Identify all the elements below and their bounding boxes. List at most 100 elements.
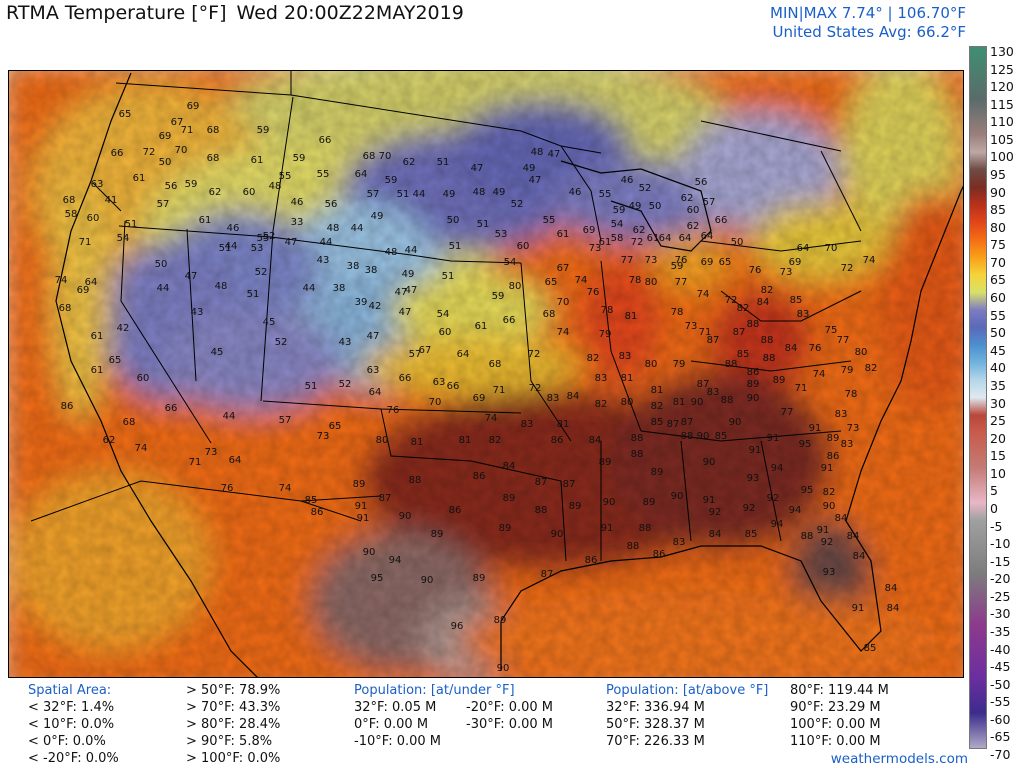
temperature-label: 44 (223, 411, 236, 422)
temperature-label: 68 (543, 309, 556, 320)
temperature-label: 72 (528, 349, 541, 360)
temperature-label: 92 (743, 503, 756, 514)
pop-under-a-1: 0°F: 0.00 M (354, 717, 429, 732)
colorbar-label: -10 (990, 536, 1011, 552)
colorbar-label: -55 (990, 694, 1011, 710)
credit-link[interactable]: weathermodels.com (830, 751, 968, 767)
temperature-label: 85 (864, 643, 877, 654)
temperature-label: 61 (91, 331, 104, 342)
temperature-label: 64 (797, 243, 810, 254)
temperature-label: 68 (63, 195, 76, 206)
colorbar-label: 95 (990, 167, 1006, 183)
temperature-label: 47 (285, 237, 298, 248)
temperature-label: 47 (185, 271, 198, 282)
temperature-label: 88 (409, 475, 422, 486)
temperature-label: 53 (495, 229, 508, 240)
temperature-label: 78 (601, 305, 614, 316)
temperature-label: 69 (473, 393, 486, 404)
temperature-label: 81 (411, 437, 424, 448)
temperature-label: 44 (157, 283, 170, 294)
temperature-label: 91 (601, 523, 614, 534)
colorbar-label: -60 (990, 711, 1011, 727)
colorbar-label: 70 (990, 254, 1006, 270)
temperature-label: 91 (809, 423, 822, 434)
temperature-label: 85 (651, 417, 664, 428)
temperature-label: 41 (105, 195, 118, 206)
temperature-label: 64 (369, 387, 382, 398)
temperature-label: 87 (707, 335, 720, 346)
temperature-label: 61 (599, 237, 612, 248)
temperature-label: 56 (325, 199, 338, 210)
temperature-label: 58 (65, 209, 78, 220)
temperature-label: 73 (317, 431, 330, 442)
temperature-label: 81 (557, 419, 570, 430)
temperature-label: 68 (207, 125, 220, 136)
temperature-label: 44 (225, 241, 238, 252)
temperature-label: 91 (817, 525, 830, 536)
temperature-label: 64 (229, 455, 242, 466)
temperature-label: 49 (493, 187, 506, 198)
terrain-texture (9, 71, 963, 677)
temperature-label: 92 (767, 493, 780, 504)
temperature-label: 88 (631, 433, 644, 444)
colorbar-label: -70 (990, 747, 1011, 762)
temperature-label: 88 (763, 353, 776, 364)
temperature-map[interactable]: 69 67 71 68 65 69 66 70 72 59 66 68 70 62 51 47 49 48 47 59… (8, 70, 964, 678)
temperature-label: 46 (621, 175, 634, 186)
temperature-label: 51 (219, 243, 232, 254)
colorbar-label: 45 (990, 342, 1006, 358)
temperature-label: 69 (77, 285, 90, 296)
temperature-label: 68 (363, 151, 376, 162)
temperature-label: 64 (659, 233, 672, 244)
temperature-label: 33 (291, 217, 304, 228)
temperature-label: 88 (639, 523, 652, 534)
temperature-label: 52 (275, 337, 288, 348)
pop-above-a-1: 50°F: 328.37 M (606, 717, 705, 732)
colorbar-label: 55 (990, 307, 1006, 323)
temperature-label: 56 (165, 181, 178, 192)
temperature-label: 44 (320, 237, 333, 248)
temperature-label: 82 (489, 435, 502, 446)
temperature-label: 90 (363, 547, 376, 558)
temperature-label: 72 (529, 383, 542, 394)
temperature-label: 43 (317, 255, 330, 266)
pop-under-b-1: -30°F: 0.00 M (466, 717, 554, 732)
temperature-label: 82 (595, 399, 608, 410)
temperature-label: 76 (809, 343, 822, 354)
colorbar-label: -65 (990, 729, 1011, 745)
temperature-label: 82 (761, 285, 774, 296)
temperature-label: 88 (681, 431, 694, 442)
spatial-area-block: Spatial Area: < 32°F: 1.4% < 10°F: 0.0% … (28, 682, 119, 767)
temperature-label: 83 (835, 409, 848, 420)
temperature-label: 68 (207, 153, 220, 164)
temperature-label: 44 (351, 223, 364, 234)
temperature-label: 51 (397, 189, 410, 200)
temperature-label: 89 (773, 375, 786, 386)
temperature-label: 51 (305, 381, 318, 392)
temperature-label: 77 (675, 277, 688, 288)
temperature-label: 84 (853, 551, 866, 562)
temperature-label: 47 (399, 307, 412, 318)
population-under-block-b: -20°F: 0.00 M -30°F: 0.00 M (466, 699, 553, 733)
pop-under-b-0: -20°F: 0.00 M (466, 700, 554, 715)
temperature-label: 67 (171, 117, 184, 128)
temperature-label: 69 (701, 257, 714, 268)
pop-above-b-0: 80°F: 119.44 M (790, 683, 889, 698)
colorbar-label: 0 (990, 500, 998, 516)
temperature-label: 66 (165, 403, 178, 414)
temperature-label: 66 (503, 315, 516, 326)
temperature-label: 90 (603, 497, 616, 508)
temperature-label: 90 (671, 491, 684, 502)
temperature-label: 76 (387, 405, 400, 416)
temperature-label: 84 (567, 391, 580, 402)
population-under-title: Population: [at/under °F] (354, 683, 515, 698)
temperature-label: 51 (247, 289, 260, 300)
temperature-label: 65 (545, 277, 558, 288)
spatial-right-3: > 90°F: 5.8% (186, 734, 273, 749)
temperature-label: 84 (757, 297, 770, 308)
colorbar-label: 5 (990, 483, 998, 499)
temperature-label: 88 (721, 395, 734, 406)
temperature-label: 47 (529, 175, 542, 186)
spatial-area-title: Spatial Area: (28, 683, 112, 698)
